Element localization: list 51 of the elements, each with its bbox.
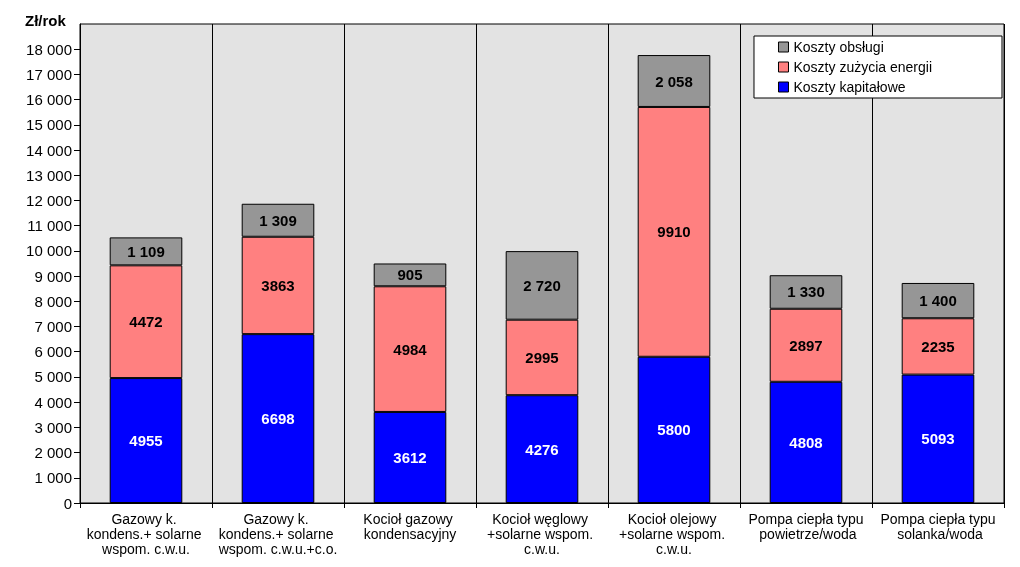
data-label: 2235 — [921, 337, 955, 355]
y-tick-label: 9 000 — [34, 267, 72, 285]
data-label: 2 720 — [523, 276, 561, 294]
y-tick-label: 11 000 — [27, 217, 72, 235]
x-tick-label: Pompa ciepła typu powietrze/woda — [748, 510, 864, 542]
y-tick-label: 7 000 — [34, 318, 72, 336]
data-label: 1 330 — [787, 283, 825, 301]
y-tick-label: 14 000 — [26, 141, 72, 159]
data-label: 1 309 — [259, 211, 297, 229]
y-tick-label: 8 000 — [34, 292, 72, 310]
x-tick-label: Kocioł węglowy +solarne wspom. c.w.u. — [486, 510, 598, 557]
data-label: 9910 — [657, 223, 691, 241]
data-label: 3612 — [393, 448, 427, 466]
data-label: 6698 — [261, 410, 295, 428]
x-tick-label: Gazowy k. kondens.+ solarne wspom. c.w.u.+c.o. — [217, 510, 338, 557]
y-tick-label: 4 000 — [34, 393, 72, 411]
y-tick-label: 18 000 — [26, 40, 72, 58]
legend-label: Koszty kapitałowe — [793, 79, 906, 95]
y-tick-label: 5 000 — [34, 368, 72, 386]
data-label: 2 058 — [655, 72, 693, 90]
data-label: 2897 — [789, 336, 823, 354]
legend-label: Koszty obsługi — [793, 39, 884, 55]
x-tick-label: Kocioł gazowy kondensacyjny — [363, 510, 457, 542]
data-label: 1 400 — [919, 292, 957, 310]
data-label: 4276 — [525, 440, 559, 458]
y-tick-label: 0 — [63, 494, 72, 512]
data-label: 1 109 — [127, 242, 165, 260]
y-tick-label: 6 000 — [34, 343, 72, 361]
data-label: 4808 — [789, 433, 823, 451]
legend-label: Koszty zużycia energii — [793, 59, 933, 75]
y-axis-title: Zł/rok — [25, 12, 67, 29]
y-tick-label: 16 000 — [26, 91, 72, 109]
data-label: 5800 — [657, 421, 691, 439]
data-label: 4472 — [129, 313, 163, 331]
y-tick-label: 15 000 — [26, 116, 72, 134]
y-tick-label: 12 000 — [26, 191, 72, 209]
x-tick-label: Gazowy k. kondens.+ solarne wspom. c.w.u. — [86, 510, 206, 557]
y-tick-label: 17 000 — [26, 65, 72, 83]
data-label: 905 — [397, 266, 423, 284]
data-label: 2995 — [525, 348, 559, 366]
data-label: 4955 — [129, 432, 163, 450]
y-tick-label: 1 000 — [34, 469, 72, 487]
y-tick-label: 10 000 — [26, 242, 72, 260]
data-label: 4984 — [393, 340, 428, 358]
x-tick-label: Pompa ciepła typu solanka/woda — [880, 510, 996, 542]
y-tick-label: 13 000 — [26, 166, 72, 184]
y-tick-label: 2 000 — [34, 444, 72, 462]
x-tick-label: Kocioł olejowy +solarne wspom. c.w.u. — [618, 510, 730, 557]
data-label: 5093 — [921, 430, 955, 448]
y-tick-label: 3 000 — [34, 418, 72, 436]
data-label: 3863 — [261, 276, 295, 294]
